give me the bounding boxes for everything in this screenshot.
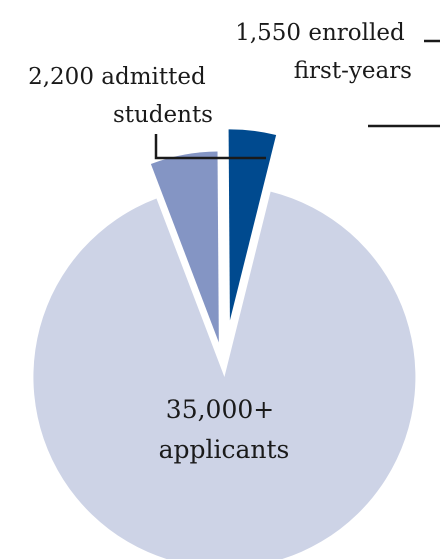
admitted-label-line-2: students	[113, 102, 213, 128]
admitted-label: 2,200 admitted students	[28, 64, 213, 128]
slice-admitted	[150, 151, 219, 343]
slice-enrolled	[228, 129, 277, 321]
admitted-label-line-1: 2,200 admitted	[28, 64, 206, 90]
enrolled-label: 1,550 enrolled first-years	[235, 20, 412, 84]
applicants-label-line-2: applicants	[159, 435, 290, 464]
enrolled-label-line-1: 1,550 enrolled	[235, 20, 405, 46]
pie-slices	[33, 129, 416, 559]
applicants-label-line-1: 35,000+	[166, 395, 274, 424]
leader-line-admitted	[154, 134, 266, 160]
applicants-label: 35,000+ applicants	[159, 395, 290, 464]
enrolled-label-line-2: first-years	[294, 58, 412, 84]
slice-applicants	[33, 191, 416, 559]
